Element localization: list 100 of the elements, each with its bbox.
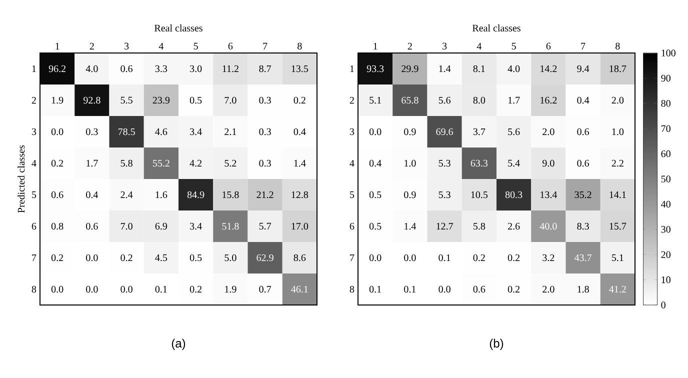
data-label: 7.0 [120,222,132,230]
color-bar-label: 80 [661,100,670,107]
y-tick-label: 1 [32,65,36,72]
data-label: 5.6 [508,128,520,136]
data-label: 2.1 [224,128,236,136]
x-tick-label: 8 [616,42,620,50]
data-label: 12.7 [436,222,454,230]
x-tick-label: 3 [442,42,447,50]
data-label: 0.0 [86,286,98,293]
color-bar-label: 90 [661,74,670,82]
color-bar-label: 100 [662,50,676,56]
x-tick-label: 5 [512,42,516,50]
text: (a) [172,338,186,350]
x-tick-label: 5 [194,42,198,50]
data-label: 13.5 [292,65,308,72]
data-label: 1.9 [52,96,64,104]
data-label: 1.8 [578,286,589,293]
data-label: 0.5 [369,191,382,198]
data-label: 1.4 [294,160,306,167]
data-label: 2.6 [508,222,520,230]
data-label: 1.4 [404,222,416,230]
color-bar-label: 20 [661,251,670,258]
data-label: 1.6 [156,191,168,198]
x-tick-label: 4 [158,42,164,50]
data-label: 43.7 [574,254,592,262]
data-label: 0.0 [438,286,450,293]
data-label: 0.2 [473,254,485,262]
data-label: 4.0 [86,65,98,72]
data-label: 2.0 [542,128,554,136]
data-label: 3.4 [190,222,202,230]
y-tick-label: 4 [350,160,354,167]
data-label: 0.6 [577,160,590,167]
data-label: 0.3 [86,128,98,136]
data-label: 15.7 [610,222,626,230]
x-axis-title: Real classes [472,24,520,32]
data-label: 5.8 [474,222,486,230]
data-label: 15.8 [222,191,239,198]
x-tick-label: 2 [90,42,94,50]
data-label: 8.7 [259,65,272,72]
x-tick-label: 6 [546,42,551,50]
y-tick-label: 3 [32,128,36,136]
data-label: 0.8 [51,222,64,230]
data-label: 3.7 [473,128,486,136]
y-tick-label: 6 [32,222,36,230]
data-label: 0.2 [508,254,520,262]
data-label: 16.2 [540,96,557,104]
y-tick-label: 7 [350,254,354,262]
data-label: 5.8 [120,160,132,167]
data-label: 4.2 [190,160,202,167]
data-label: 2.2 [612,160,624,167]
data-label: 78.5 [118,128,135,136]
data-label: 0.4 [577,96,590,104]
data-label: 5.1 [612,254,624,262]
data-label: 0.4 [369,160,382,167]
data-label: 8.3 [577,222,589,230]
data-label: 18.7 [610,65,626,72]
data-label: 5.0 [224,254,236,262]
data-label: 1.7 [86,160,98,167]
data-label: 5.2 [224,160,236,167]
data-label: 41.2 [609,286,626,293]
data-label: 0.2 [508,286,520,293]
data-label: 0.2 [190,286,202,293]
data-label: 8.1 [473,65,485,72]
data-label: 0.9 [404,191,416,198]
data-label: 93.3 [366,65,384,72]
y-tick-label: 1 [350,65,354,72]
data-label: 0.0 [369,128,382,136]
data-label: 35.2 [574,191,592,198]
y-tick-label: 2 [350,96,354,104]
data-label: 0.3 [259,128,271,136]
data-label: 62.9 [256,254,274,262]
data-label: 55.2 [153,160,170,167]
data-label: 7.0 [224,96,236,104]
data-label: 0.2 [120,254,132,262]
data-label: 13.4 [540,191,558,198]
data-label: 9.4 [577,65,590,72]
data-label: 8.6 [294,254,306,262]
y-tick-label: 8 [350,286,354,293]
data-label: 0.6 [473,286,486,293]
data-label: 9.0 [542,160,554,167]
data-label: 2.4 [120,191,133,198]
data-label: 21.2 [256,191,274,198]
data-label: 63.3 [470,160,488,167]
data-label: 23.9 [152,96,170,104]
data-label: 3.4 [190,128,202,136]
data-label: 0.0 [369,254,382,262]
data-label: 0.1 [155,286,167,293]
data-label: 17.0 [292,222,308,230]
data-label: 5.3 [438,160,450,167]
data-label: 0.6 [577,128,590,136]
data-label: 65.8 [402,96,418,104]
data-label: 1.0 [404,160,416,167]
data-label: 0.0 [120,286,132,293]
data-label: 4.6 [155,128,168,136]
data-label: 0.6 [51,191,64,198]
data-label: 1.0 [612,128,624,136]
data-label: 6.9 [155,222,168,230]
y-tick-label: 5 [32,191,36,198]
data-label: 0.2 [294,96,306,104]
x-axis-title: Real classes [154,24,202,32]
